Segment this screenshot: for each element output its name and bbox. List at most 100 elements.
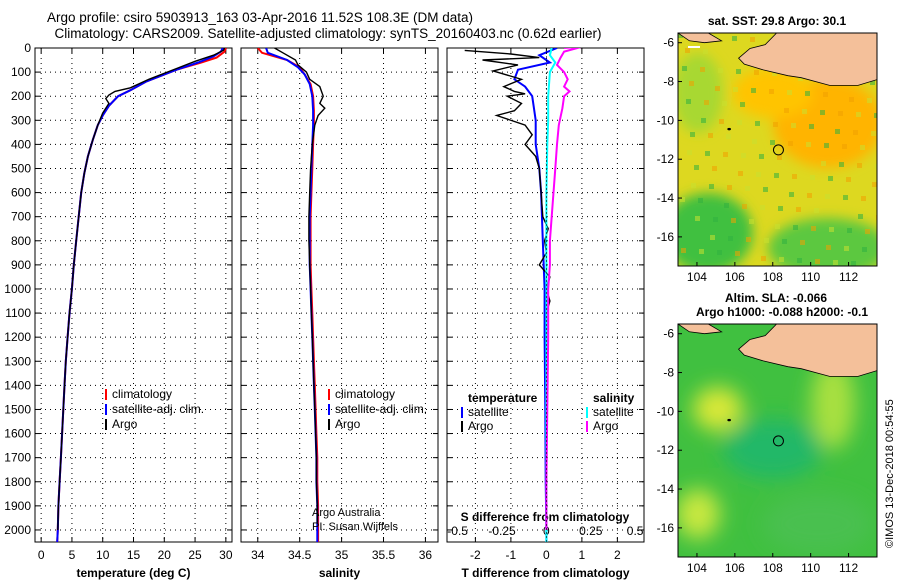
- legend-label: Argo: [335, 417, 361, 431]
- sst-pixel: [839, 162, 844, 167]
- y-tick-label: 2000: [4, 523, 31, 537]
- sst-pixel: [846, 177, 851, 182]
- figure-title-line1: Argo profile: csiro 5903913_163 03-Apr-2…: [47, 10, 473, 25]
- sst-pixel: [745, 186, 750, 191]
- sst-pixel: [741, 153, 746, 158]
- legend-label: Argo: [112, 417, 138, 431]
- series-satellite-adj-clim-: [56, 48, 224, 542]
- x2-tick-label: 0.5: [627, 524, 644, 538]
- land-sumatra: [678, 324, 723, 335]
- y-tick-label: -12: [657, 152, 675, 166]
- sst-pixel: [775, 224, 780, 229]
- y-tick-label: 1400: [4, 378, 31, 392]
- legend-title-temperature: temperature: [468, 391, 538, 405]
- y-tick-label: 1100: [5, 306, 31, 320]
- credit-text: Argo Australia: [312, 507, 381, 519]
- x-tick-label: 30: [219, 548, 233, 562]
- sla-map-panel: 104 106 108 110 112 -6 -8 -10 -12 -14 -16 Altim. SL…: [657, 291, 878, 575]
- figure-title-line2: Climatology: CARS2009. Satellite-adjuste…: [54, 26, 601, 41]
- y-tick-label: 1900: [4, 499, 31, 513]
- x-tick-label: 110: [801, 561, 820, 575]
- sst-pixel: [825, 194, 830, 199]
- legend-label: climatology: [112, 387, 172, 401]
- sst-pixel: [718, 68, 723, 73]
- legend-label: satellite: [468, 405, 509, 419]
- difference-panel: -2 -1 0 1 2 T difference from climatology -0.5…: [446, 47, 645, 580]
- sst-pixel: [847, 228, 852, 233]
- sst-pixel: [732, 36, 737, 41]
- map-frame: [677, 32, 878, 267]
- y-tick-label: 200: [11, 89, 31, 103]
- sst-pixel: [800, 240, 805, 245]
- x-tick-label: 108: [763, 270, 783, 284]
- sst-pixel: [792, 174, 797, 179]
- y-tick-label: 0: [24, 41, 31, 55]
- x-tick-label: 0: [38, 548, 45, 562]
- series-argo: [274, 48, 326, 523]
- sst-pixel: [774, 173, 779, 178]
- sst-pixel: [728, 236, 733, 241]
- high-area: [678, 489, 720, 539]
- sla-map-subtitle: Argo h1000: -0.088 h2000: -0.1: [696, 305, 868, 319]
- x2-tick-label: 0.25: [579, 524, 603, 538]
- y-tick-label: 300: [11, 113, 31, 127]
- legend-label: satellite-adj. clim.: [335, 402, 427, 416]
- sst-pixel: [678, 33, 683, 38]
- series-argo: [57, 48, 226, 531]
- sst-pixel: [722, 101, 727, 106]
- y-tick-label: -14: [657, 191, 675, 205]
- y-tick-label: 1700: [4, 451, 31, 465]
- x-tick-label: -1: [506, 548, 517, 562]
- sst-pixel: [805, 91, 810, 96]
- sst-pixel: [749, 219, 754, 224]
- sst-pixel: [689, 81, 694, 86]
- sst-pixel: [751, 88, 756, 93]
- sst-pixel: [821, 161, 826, 166]
- x-tick-label: 20: [158, 548, 172, 562]
- sst-pixel: [849, 97, 854, 102]
- cool-area: [678, 53, 723, 133]
- sst-pixel: [727, 185, 732, 190]
- sst-pixel: [708, 133, 713, 138]
- legend-label: satellite-adj. clim.: [112, 402, 204, 416]
- argo-position-marker: [772, 435, 784, 447]
- sst-pixel: [867, 98, 872, 103]
- sst-pixel: [772, 71, 777, 76]
- sst-pixel: [695, 216, 700, 221]
- x-tick-label: 110: [801, 270, 820, 284]
- sst-pixel: [713, 217, 718, 222]
- y-tick-label: -16: [657, 230, 675, 244]
- sst-pixel: [826, 245, 831, 250]
- land-java: [738, 33, 877, 86]
- sst-map-title: sat. SST: 29.8 Argo: 30.1: [708, 14, 847, 28]
- y-tick-label: -10: [657, 113, 675, 127]
- y-tick-label: 1300: [4, 354, 31, 368]
- sst-pixel: [791, 123, 796, 128]
- map-field: [678, 324, 877, 557]
- low-area: [763, 494, 873, 554]
- sst-pixel: [851, 261, 856, 266]
- x-tick-label: 36: [419, 548, 433, 562]
- legend-label: climatology: [335, 387, 395, 401]
- y-tick-label: -10: [657, 404, 675, 418]
- legend-title-salinity: salinity: [593, 391, 635, 405]
- sst-pixel: [793, 225, 798, 230]
- sst-pixel: [782, 239, 787, 244]
- sst-pixel: [687, 150, 692, 155]
- sst-pixel: [710, 235, 715, 240]
- y-tick-label: -12: [657, 443, 675, 457]
- plot-frame: [34, 47, 233, 543]
- sst-pixel: [701, 118, 706, 123]
- series-climatology: [56, 48, 227, 542]
- sst-pixel: [778, 206, 783, 211]
- sst-pixel: [874, 113, 877, 118]
- y-tick-label: 900: [11, 258, 31, 272]
- x-tick-label: -2: [470, 548, 481, 562]
- sst-pixel: [828, 176, 833, 181]
- y-tick-label: 1600: [4, 427, 31, 441]
- legend-label: satellite: [593, 405, 634, 419]
- map-frame: [677, 323, 878, 558]
- x-tick-label: 112: [839, 561, 858, 575]
- sst-map-panel: 104 106 108 110 112 -6 -8 -10 -12 -14 -16 sat. SST:…: [657, 14, 878, 284]
